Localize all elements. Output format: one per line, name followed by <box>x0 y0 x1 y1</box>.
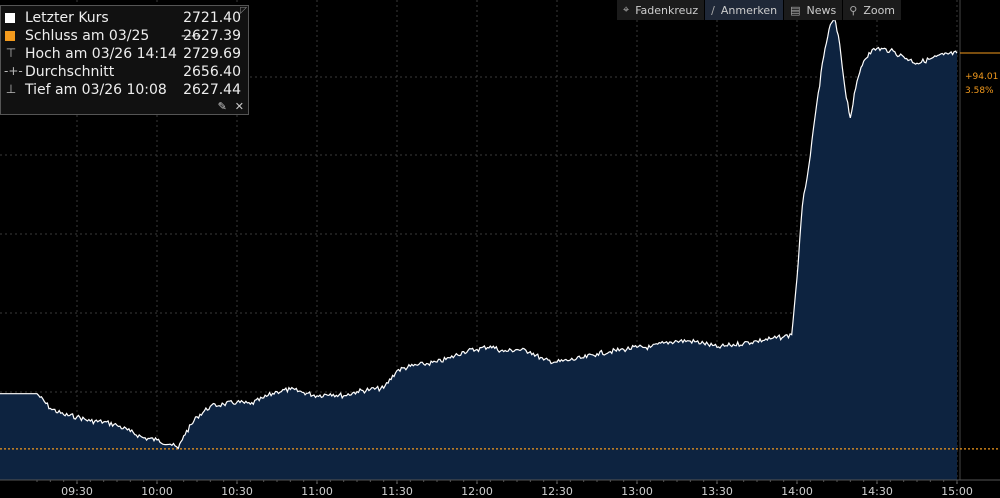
crosshair-button[interactable]: ⌖ Fadenkreuz <box>617 0 705 20</box>
legend-row-previous-close: Schluss am 03/25 ---- 2627.39 <box>3 28 247 46</box>
news-icon: ▤ <box>790 3 801 17</box>
x-tick-label: 09:30 <box>61 485 93 498</box>
legend-row-last-price: Letzter Kurs 2721.40 <box>3 10 247 28</box>
change-percent-label: 3.58% <box>965 86 994 96</box>
x-tick-label: 13:30 <box>701 485 733 498</box>
legend-label: Schluss am 03/25 <box>25 28 150 44</box>
legend-label: Hoch am 03/26 14:14 <box>25 46 177 62</box>
legend-label: Letzter Kurs <box>25 10 109 26</box>
price-area-fill <box>0 18 957 480</box>
x-tick-label: 14:30 <box>861 485 893 498</box>
white-square-icon <box>5 13 15 23</box>
legend-tools: ✎ ✕ <box>210 100 244 113</box>
legend-row-high: ⊤ Hoch am 03/26 14:14 2729.69 <box>3 46 247 64</box>
low-marker-icon: ⊥ <box>5 82 17 96</box>
x-tick-label: 10:30 <box>221 485 253 498</box>
price-series-line <box>0 16 958 450</box>
legend-value: 2729.69 <box>183 46 241 62</box>
crosshair-icon: ⌖ <box>623 3 630 16</box>
change-value-label: +94.01 <box>965 72 999 82</box>
chart-toolbar: ⌖ Fadenkreuz ∕ Anmerken ▤ News ⚲ Zoom <box>617 0 902 20</box>
legend-row-low: ⊥ Tief am 03/26 10:08 2627.44 <box>3 82 247 100</box>
crosshair-label: Fadenkreuz <box>635 3 699 17</box>
legend-dashes: ---- <box>181 28 202 44</box>
annotate-button[interactable]: ∕ Anmerken <box>705 0 784 20</box>
pin-icon[interactable]: ✎ <box>217 100 227 113</box>
legend-label: Durchschnitt <box>25 64 115 80</box>
news-button[interactable]: ▤ News <box>784 0 843 20</box>
resize-grip-icon[interactable]: ◸ <box>240 6 247 16</box>
zoom-icon: ⚲ <box>849 3 858 17</box>
x-tick-label: 11:30 <box>381 485 413 498</box>
x-tick-label: 14:00 <box>781 485 813 498</box>
legend-value: 2627.39 <box>183 28 241 44</box>
x-axis: 09:30 10:00 10:30 11:00 11:30 12:00 12:30 13:00… <box>36 480 973 498</box>
zoom-button[interactable]: ⚲ Zoom <box>843 0 902 20</box>
news-label: News <box>806 3 837 17</box>
legend-panel: ◸ Letzter Kurs 2721.40 Schluss am 03/25 … <box>0 5 249 115</box>
x-tick-label: 12:00 <box>461 485 493 498</box>
high-marker-icon: ⊤ <box>5 46 17 60</box>
x-tick-label: 10:00 <box>141 485 173 498</box>
zoom-label: Zoom <box>863 3 896 17</box>
legend-value: 2627.44 <box>183 82 241 98</box>
x-tick-label: 11:00 <box>301 485 333 498</box>
annotate-label: Anmerken <box>720 3 778 17</box>
x-tick-label: 13:00 <box>621 485 653 498</box>
average-marker-icon: -+- <box>4 64 23 78</box>
legend-value: 2656.40 <box>183 64 241 80</box>
pencil-icon: ∕ <box>711 3 715 17</box>
x-tick-label: 12:30 <box>541 485 573 498</box>
close-icon[interactable]: ✕ <box>234 100 244 113</box>
legend-label: Tief am 03/26 10:08 <box>25 82 167 98</box>
legend-value: 2721.40 <box>183 10 241 26</box>
orange-square-icon <box>5 31 15 41</box>
x-tick-label: 15:00 <box>941 485 973 498</box>
legend-row-average: -+- Durchschnitt 2656.40 <box>3 64 247 82</box>
